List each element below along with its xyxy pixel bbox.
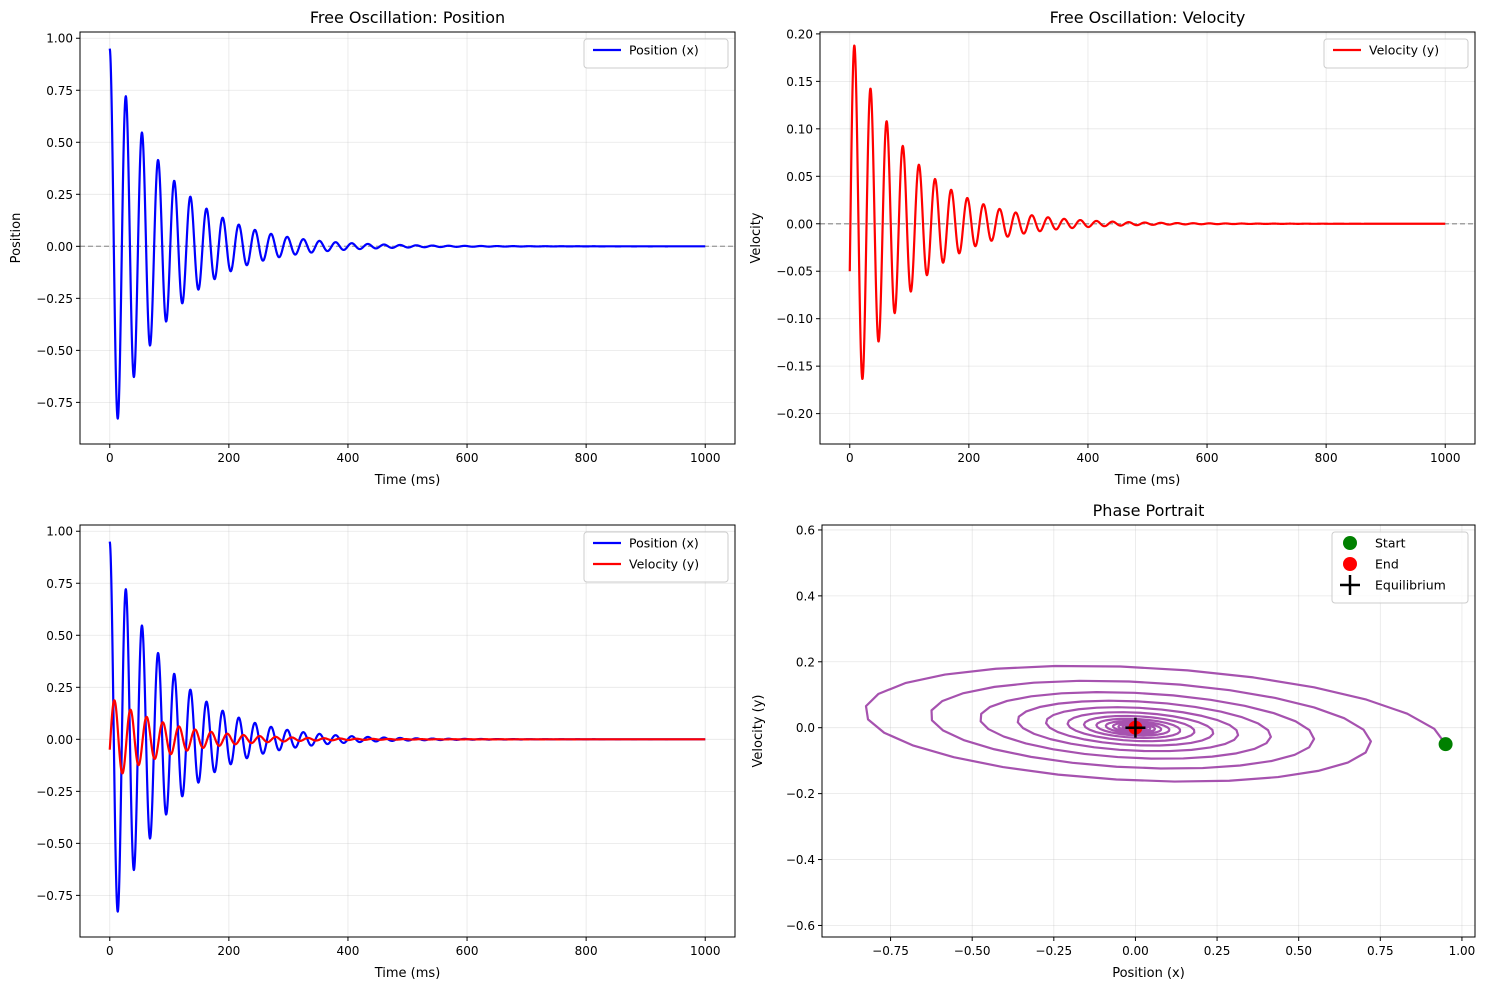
chart-panel-4: −0.75 −0.50 −0.25 0.00 0.25 0.50 0.75 1.00 −0.6 −… [751,501,1476,981]
legend-label: Position (x) [629,43,699,58]
x-tick-label: 800 [575,944,598,958]
y-tick-label: −0.75 [36,889,73,903]
series-line-x [108,541,707,913]
legend-label: Start [1375,536,1406,551]
chart-panel-2: 0 200 400 600 800 1000 −0.20 −0.15 −0.10 −0.05 0.0… [749,8,1476,488]
x-tick-label: 1000 [1430,451,1461,465]
chart-panel-3: 0 200 400 600 800 1000 −0.75 −0.50 −0.25 0.00 0.25… [36,524,736,981]
x-tick-label: 800 [575,451,598,465]
x-tick-label: 1.00 [1449,944,1476,958]
legend: Position (x) Velocity (y) [583,531,729,583]
series-line-phase [864,664,1447,783]
x-tick-label: 600 [456,944,479,958]
x-tick-label: 800 [1315,451,1338,465]
chart-title: Phase Portrait [1093,501,1205,520]
x-axis-label: Time (ms) [374,473,441,488]
legend: Velocity (y) [1323,38,1469,69]
legend-label: Velocity (y) [1369,43,1439,58]
axes-frame [819,31,1476,445]
y-tick-label: 0.75 [46,577,73,591]
y-axis-label: Position [9,213,24,264]
x-tick-label: −0.50 [954,944,991,958]
y-tick-label: 0.15 [786,75,813,89]
x-axis-label: Position (x) [1112,966,1185,981]
legend-swatch [1340,575,1360,595]
x-tick-label: 400 [1077,451,1100,465]
legend-label: Equilibrium [1375,578,1446,593]
x-tick-label: −0.75 [872,944,909,958]
x-tick-label: 1000 [690,944,721,958]
x-tick-label: 400 [337,451,360,465]
y-tick-label: 1.00 [46,32,73,46]
chart-title: Free Oscillation: Velocity [1050,8,1246,27]
x-tick-label: 1000 [690,451,721,465]
y-tick-label: 0.00 [46,240,73,254]
y-tick-label: 0.50 [46,136,73,150]
x-tick-label: 0.50 [1285,944,1312,958]
y-tick-label: −0.75 [36,396,73,410]
axes-frame [79,524,736,938]
x-tick-label: 0.00 [1122,944,1149,958]
x-tick-label: 600 [1196,451,1219,465]
x-axis-label: Time (ms) [1114,473,1181,488]
axes-frame [821,524,1476,938]
x-tick-label: 0 [846,451,854,465]
y-tick-label: −0.6 [786,919,815,933]
y-tick-label: 1.00 [46,525,73,539]
x-tick-label: 0.75 [1367,944,1394,958]
legend-label: Position (x) [629,536,699,551]
x-tick-label: 0 [106,944,114,958]
x-tick-label: 400 [337,944,360,958]
legend: Start End Equilibrium [1331,531,1469,604]
y-tick-label: 0.10 [786,122,813,136]
y-tick-label: 0.25 [46,188,73,202]
y-tick-label: 0.75 [46,84,73,98]
x-tick-label: −0.25 [1035,944,1072,958]
y-tick-label: 0.00 [786,217,813,231]
x-tick-label: 200 [957,451,980,465]
y-tick-label: −0.50 [36,837,73,851]
x-tick-label: 200 [217,944,240,958]
series-line-x [108,48,707,420]
series-line-y [108,699,707,775]
axes-frame [79,31,736,445]
y-tick-label: 0.00 [46,733,73,747]
x-tick-label: 0 [106,451,114,465]
chart-title: Free Oscillation: Position [310,8,505,27]
x-tick-label: 200 [217,451,240,465]
y-tick-label: −0.25 [36,785,73,799]
legend-label: End [1375,557,1399,572]
y-axis-label: Velocity [749,212,764,263]
y-tick-label: 0.25 [46,681,73,695]
y-tick-label: −0.50 [36,344,73,358]
y-tick-label: −0.15 [776,360,813,374]
legend-label: Velocity (y) [629,557,699,572]
series-line-y [848,44,1447,380]
legend: Position (x) [583,38,729,69]
y-tick-label: 0.0 [796,721,815,735]
y-tick-label: −0.25 [36,292,73,306]
y-tick-label: −0.2 [786,787,815,801]
chart-panel-1: 0 200 400 600 800 1000 −0.75 −0.50 −0.25 0.00 0.25… [9,8,736,488]
y-tick-label: 0.50 [46,629,73,643]
y-axis-label: Velocity (y) [751,695,766,768]
y-tick-label: 0.05 [786,170,813,184]
y-tick-label: 0.20 [786,27,813,41]
y-tick-label: 0.6 [796,523,815,537]
legend-swatch [1343,536,1357,550]
x-tick-label: 600 [456,451,479,465]
y-tick-label: −0.10 [776,312,813,326]
y-tick-label: −0.05 [776,265,813,279]
y-tick-label: −0.20 [776,407,813,421]
marker-equilibrium [1125,717,1146,738]
y-tick-label: 0.2 [796,655,815,669]
marker-start [1438,737,1453,752]
y-tick-label: −0.4 [786,853,815,867]
y-tick-label: 0.4 [796,589,815,603]
x-tick-label: 0.25 [1204,944,1231,958]
legend-swatch [1343,557,1357,571]
x-axis-label: Time (ms) [374,966,441,981]
